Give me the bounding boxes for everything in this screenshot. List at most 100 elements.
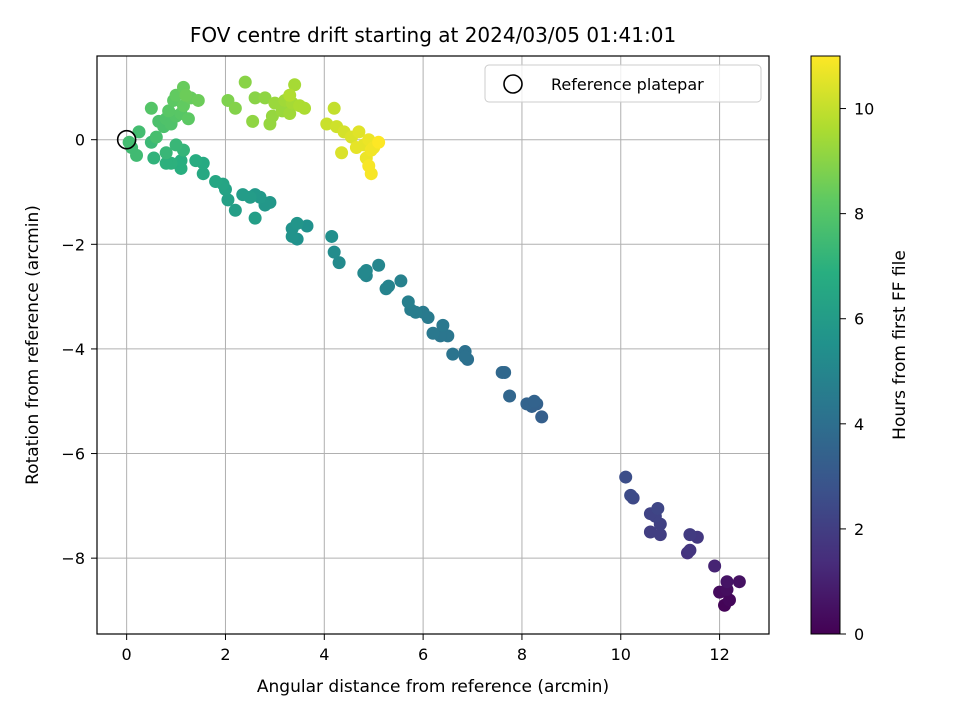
data-point	[720, 575, 734, 589]
data-point	[379, 282, 393, 296]
data-point	[349, 141, 363, 155]
data-point	[352, 125, 366, 139]
data-point	[236, 188, 250, 202]
grid-lines	[97, 56, 769, 634]
y-tick-label: −4	[61, 340, 85, 359]
data-point	[248, 211, 262, 225]
data-point	[495, 365, 509, 379]
y-axis-label: Rotation from reference (arcmin)	[23, 205, 43, 485]
data-point	[708, 559, 722, 573]
colorbar-tick-label: 8	[854, 205, 864, 224]
colorbar-tick-label: 10	[854, 100, 874, 119]
legend-label-reference-platepar: Reference platepar	[551, 75, 704, 94]
colorbar-label: Hours from first FF file	[890, 250, 910, 440]
data-point	[238, 75, 252, 89]
data-point	[169, 138, 183, 152]
data-point	[651, 501, 665, 515]
data-point	[619, 470, 633, 484]
x-tick-label: 12	[709, 645, 729, 664]
data-point	[458, 350, 472, 364]
data-point	[144, 101, 158, 115]
data-point	[246, 114, 260, 128]
data-point	[320, 117, 334, 131]
legend-marker-open-circle	[503, 74, 523, 94]
colorbar-gradient	[810, 55, 841, 635]
data-point	[446, 347, 460, 361]
data-point	[298, 101, 312, 115]
y-tick-label: −6	[61, 445, 85, 464]
x-tick-label: 10	[611, 645, 631, 664]
chart-title: FOV centre drift starting at 2024/03/05 …	[190, 23, 676, 47]
data-point	[283, 107, 297, 121]
data-point	[174, 154, 188, 168]
data-point	[159, 156, 173, 170]
data-point	[335, 146, 349, 160]
data-point	[357, 266, 371, 280]
data-point	[149, 130, 163, 144]
x-tick-label: 4	[319, 645, 329, 664]
data-point	[653, 528, 667, 542]
data-point	[643, 525, 657, 539]
x-tick-label: 0	[122, 645, 132, 664]
colorbar-tick-label: 4	[854, 415, 864, 434]
data-point	[228, 203, 242, 217]
x-tick-label: 2	[220, 645, 230, 664]
data-point	[189, 154, 203, 168]
colorbar: 0 2 4 6 8 10 Hours from first FF file	[810, 55, 910, 644]
data-point	[248, 91, 262, 105]
data-point	[327, 101, 341, 115]
data-point	[332, 256, 346, 270]
data-point	[683, 528, 697, 542]
data-point	[159, 146, 173, 160]
data-point	[683, 543, 697, 557]
data-point	[191, 93, 205, 107]
y-tick-label: −2	[61, 235, 85, 254]
data-point	[327, 245, 341, 259]
colorbar-tick-label: 0	[854, 625, 864, 644]
data-point	[372, 258, 386, 272]
y-tick-label: 0	[75, 131, 85, 150]
data-point	[732, 575, 746, 589]
data-point	[228, 101, 242, 115]
data-point	[221, 193, 235, 207]
data-point	[258, 91, 272, 105]
data-point	[122, 135, 136, 149]
x-tick-label: 8	[517, 645, 527, 664]
data-point	[436, 318, 450, 332]
data-point	[265, 109, 279, 123]
data-point	[722, 593, 736, 607]
data-point	[535, 410, 549, 424]
colorbar-tick-label: 6	[854, 310, 864, 329]
data-point	[503, 389, 517, 403]
data-point	[401, 295, 415, 309]
data-point	[288, 78, 302, 92]
data-point	[162, 104, 176, 118]
data-point	[426, 326, 440, 340]
data-point	[300, 219, 314, 233]
data-point	[325, 229, 339, 243]
data-point	[196, 167, 210, 181]
data-point	[364, 167, 378, 181]
legend-box	[484, 64, 762, 103]
data-point	[283, 88, 297, 102]
colorbar-ticks: 0 2 4 6 8 10	[840, 100, 874, 644]
x-axis-ticks: 0 2 4 6 8 10 12	[122, 634, 730, 664]
data-point	[624, 488, 638, 502]
data-point	[209, 175, 223, 189]
colorbar-tick-label: 2	[854, 520, 864, 539]
plot-frame	[96, 55, 770, 635]
data-points	[122, 75, 746, 612]
data-point	[147, 151, 161, 165]
data-point	[290, 216, 304, 230]
legend: Reference platepar	[484, 64, 762, 103]
data-point	[394, 274, 408, 288]
x-axis-label: Angular distance from reference (arcmin)	[257, 677, 609, 697]
reference-marker	[116, 129, 137, 150]
data-point	[372, 135, 386, 149]
data-point	[179, 88, 193, 102]
data-point	[527, 394, 541, 408]
data-point	[132, 125, 146, 139]
y-tick-label: −8	[61, 549, 85, 568]
x-tick-label: 6	[418, 645, 428, 664]
